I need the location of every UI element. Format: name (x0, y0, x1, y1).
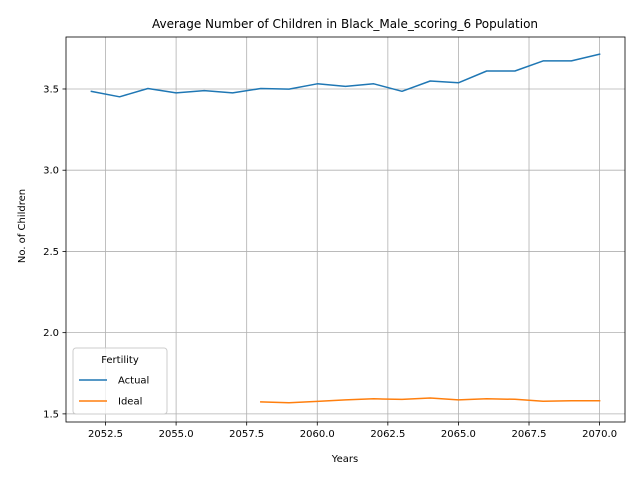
x-tick-label: 2055.0 (159, 429, 194, 440)
plot-frame (65, 36, 626, 423)
y-tick-label: 2.5 (43, 247, 59, 258)
legend-label-actual: Actual (118, 376, 149, 387)
x-tick-label: 2057.5 (229, 429, 264, 440)
x-tick-label: 2070.0 (582, 429, 617, 440)
y-tick-label: 2.0 (43, 328, 59, 339)
series-line-actual (90, 53, 601, 98)
legend-box (72, 347, 168, 415)
series-line-ideal (260, 397, 601, 404)
chart-title: Average Number of Children in Black_Male… (152, 17, 538, 31)
x-tick-label: 2065.0 (441, 429, 476, 440)
y-tick-label: 1.5 (43, 409, 59, 420)
legend-items: Actual Ideal (79, 376, 149, 408)
x-tick-label: 2060.0 (300, 429, 335, 440)
x-axis-title: Years (331, 454, 358, 465)
legend-title: Fertility (101, 355, 139, 366)
legend: Fertility Actual Ideal (72, 347, 168, 415)
x-axis-ticks: 2052.5 2055.0 2057.5 2060.0 2062.5 2065.0 2067… (88, 422, 617, 440)
x-tick-label: 2062.5 (370, 429, 405, 440)
series-lines (90, 53, 601, 404)
y-tick-label: 3.0 (43, 166, 59, 177)
x-tick-label: 2052.5 (88, 429, 123, 440)
x-tick-label: 2067.5 (512, 429, 547, 440)
legend-label-ideal: Ideal (118, 397, 142, 408)
y-axis-ticks: 1.5 2.0 2.5 3.0 3.5 (43, 84, 66, 420)
y-tick-label: 3.5 (43, 84, 59, 95)
y-axis-title: No. of Children (17, 189, 28, 263)
